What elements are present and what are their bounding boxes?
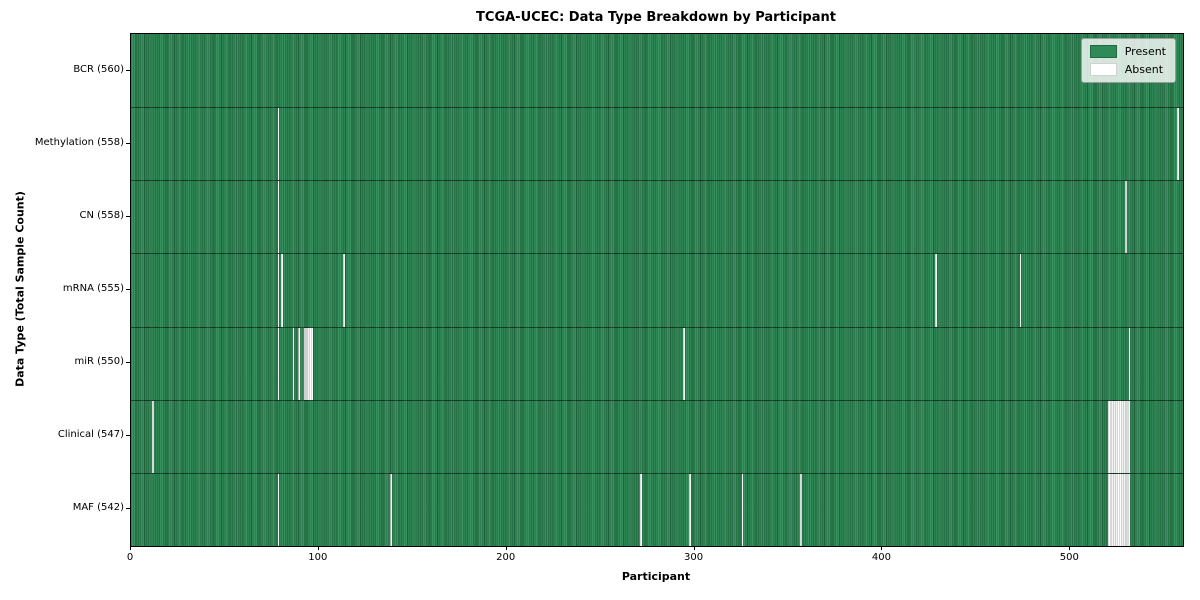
absent-stripe [1107,400,1110,473]
absent-stripe [1128,473,1131,546]
legend: Present Absent [1080,38,1176,83]
y-tick-label-maf: MAF (542) [72,502,124,514]
absent-stripe [309,327,312,400]
absent-stripe [640,473,642,546]
absent-stripe [277,108,280,181]
x-tick-mark [505,546,507,550]
x-tick-label-400: 400 [871,552,891,563]
legend-absent-label: Absent [1124,63,1164,76]
absent-stripe [1111,473,1114,546]
y-tick-label-clinical: Clinical (547) [57,429,124,441]
absent-stripe [277,254,280,327]
y-tick-mark [126,362,130,364]
absent-stripe [1128,400,1131,473]
absent-stripe [1107,473,1110,546]
y-tick-mark [126,289,130,290]
legend-present-swatch [1089,45,1117,58]
plot-area: Present Absent [130,33,1184,547]
y-tick-label-mrna: mRNA (555) [62,283,124,294]
absent-stripe [1109,473,1112,546]
y-tick-mark [126,69,130,71]
x-axis-label: Participant [621,570,691,583]
absent-stripe [1019,254,1022,327]
legend-absent-swatch [1089,63,1117,76]
absent-stripe [277,473,280,546]
absent-stripe [1111,400,1114,473]
absent-stripe [741,473,744,546]
absent-stripe [1115,473,1118,546]
y-tick-label-mir: miR (550) [74,356,124,368]
absent-stripe [390,473,393,546]
absent-stripe [799,473,802,546]
absent-stripe [305,327,308,400]
absent-stripe [151,400,154,473]
row-band-clinical [131,399,1183,473]
absent-stripe [1124,181,1127,254]
absent-stripe [683,327,686,400]
legend-item-present: Present [1089,45,1166,58]
absent-stripe [281,254,284,327]
absent-stripe [1119,473,1121,546]
absent-stripe [1113,473,1116,546]
y-tick-label-bcr: BCR (560) [73,63,124,75]
row-band-methylation [131,107,1183,181]
absent-stripe [292,327,295,400]
absent-stripe [1124,473,1127,546]
absent-stripe [935,254,937,327]
absent-stripe [303,327,306,400]
y-tick-mark [126,142,130,144]
absent-stripe [1122,473,1125,546]
absent-stripe [1128,327,1131,400]
absent-stripe [277,181,280,254]
absent-stripe [1109,400,1112,473]
absent-stripe [1126,400,1129,473]
absent-stripe [343,254,346,327]
absent-stripe [311,327,314,400]
row-band-cn [131,180,1183,254]
absent-stripe [1126,473,1129,546]
row-band-bcr [131,34,1183,107]
x-tick-mark [1069,546,1071,550]
absent-stripe [688,473,691,546]
y-tick-mark [126,215,130,217]
absent-stripe [1122,400,1125,473]
absent-stripe [277,327,280,400]
absent-stripe [1115,400,1118,473]
row-band-mir [131,326,1183,400]
x-tick-label-500: 500 [1059,552,1079,563]
x-tick-mark [693,546,695,550]
absent-stripe [298,327,301,400]
x-tick-label-300: 300 [684,552,704,563]
legend-present-label: Present [1124,45,1166,58]
legend-item-absent: Absent [1089,63,1166,76]
y-tick-mark [126,508,130,510]
x-tick-mark [881,546,883,550]
y-tick-label-cn: CN (558) [79,209,124,221]
row-band-maf [131,472,1183,546]
absent-stripe [1121,400,1123,473]
absent-stripe [1177,108,1180,181]
x-tick-mark [130,546,131,550]
x-tick-label-200: 200 [496,552,516,563]
absent-stripe [1124,400,1127,473]
x-tick-label-0: 0 [126,552,134,563]
absent-stripe [1117,473,1120,546]
absent-stripe [307,327,310,400]
chart-title: TCGA-UCEC: Data Type Breakdown by Partic… [476,10,836,25]
y-tick-label-methylation: Methylation (558) [34,136,124,148]
absent-stripe [1117,400,1120,473]
absent-stripe [1121,473,1123,546]
absent-stripe [1113,400,1116,473]
row-band-mrna [131,253,1183,327]
x-tick-mark [317,546,319,550]
absent-stripe [1119,400,1121,473]
y-tick-mark [126,435,130,437]
x-tick-label-100: 100 [308,552,328,563]
